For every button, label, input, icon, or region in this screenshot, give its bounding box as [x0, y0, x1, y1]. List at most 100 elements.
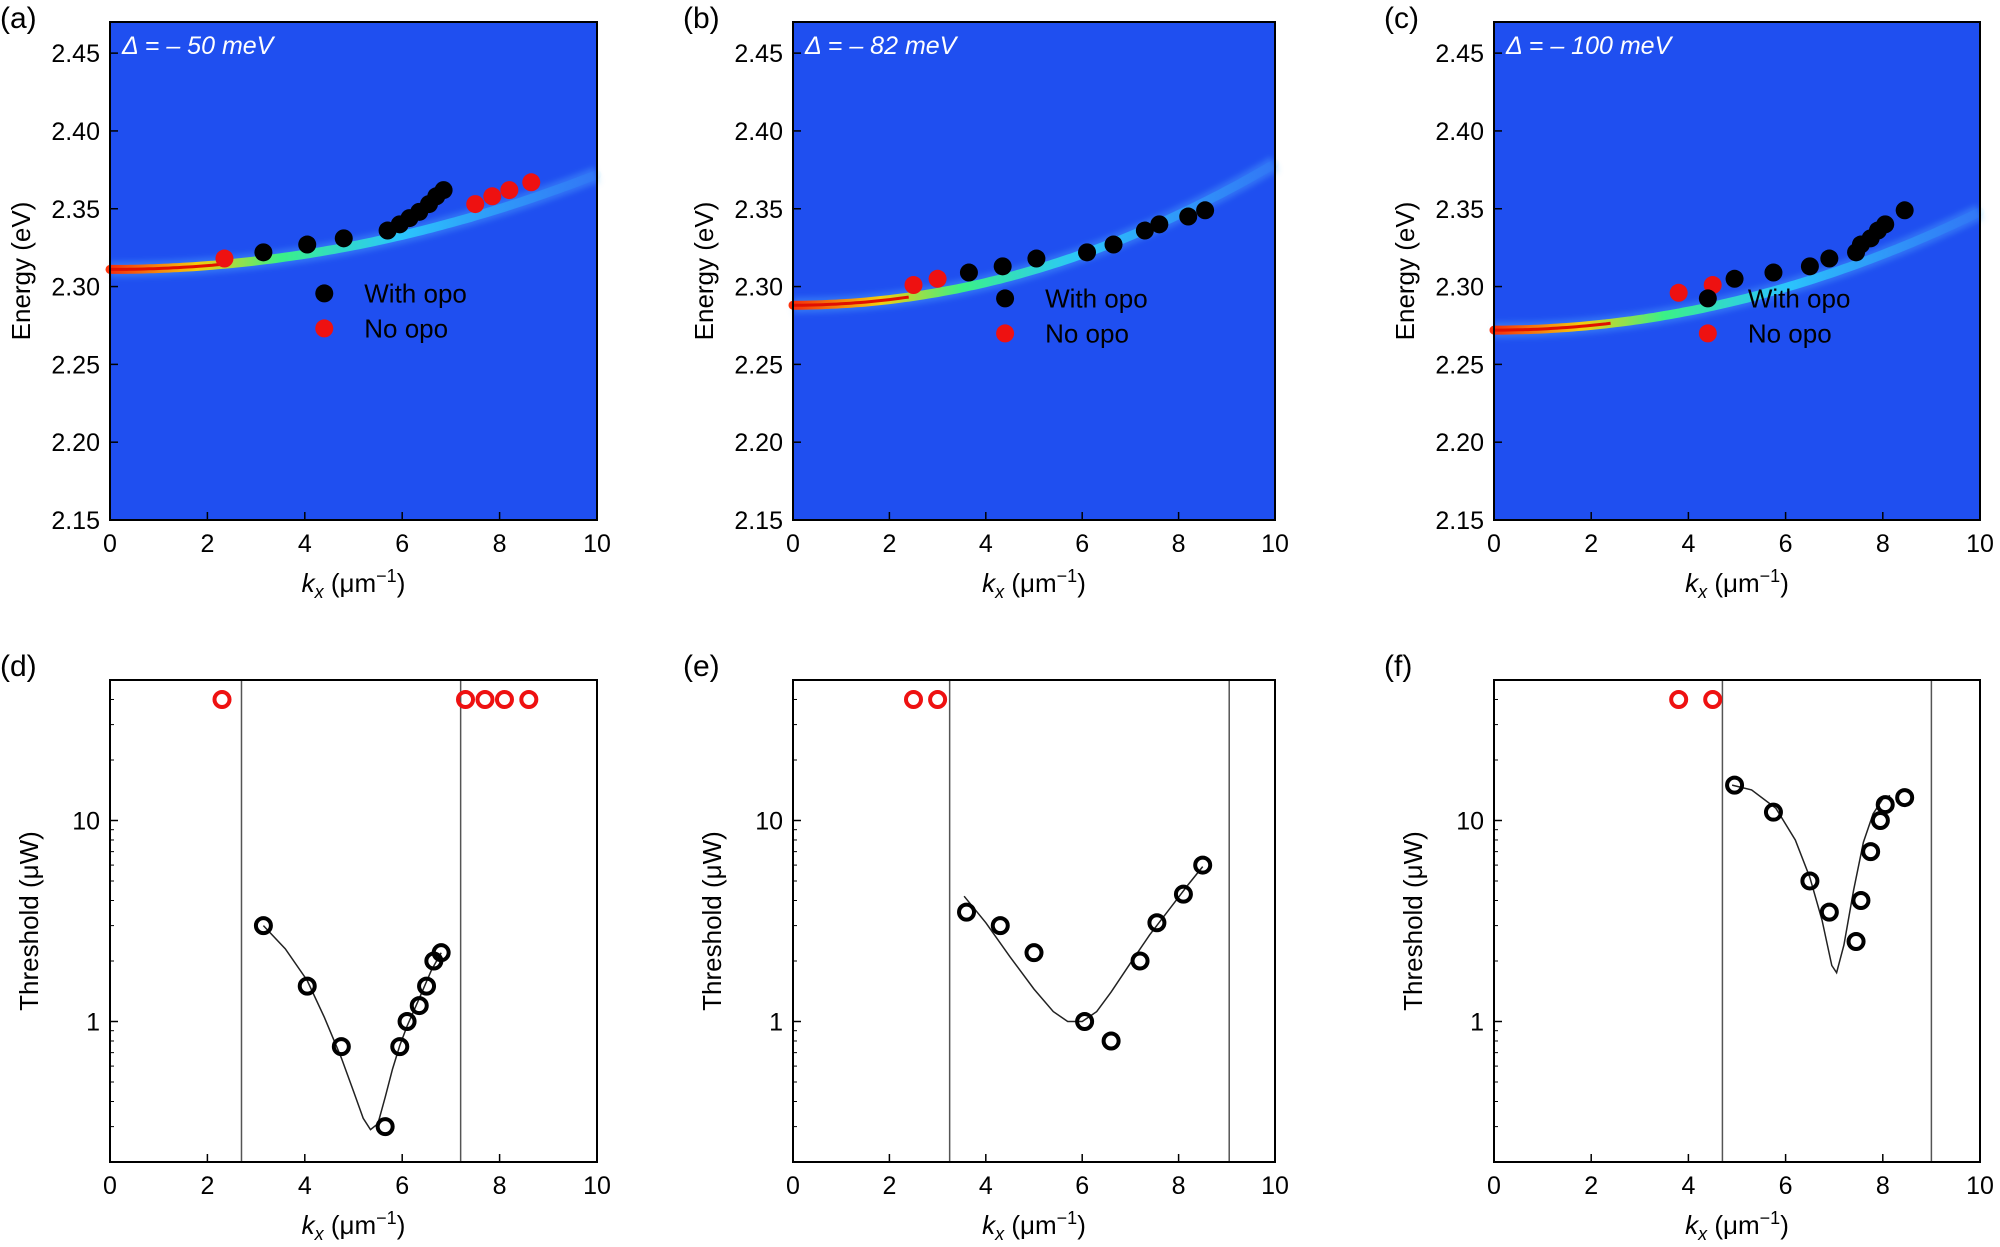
no-opo-point — [1669, 283, 1688, 302]
with-opo-threshold-point — [1130, 951, 1150, 971]
x-tick-label: 8 — [1172, 530, 1186, 558]
with-opo-point — [1104, 235, 1123, 254]
y-tick-label: 2.30 — [1435, 274, 1484, 302]
with-opo-threshold-point — [1819, 902, 1839, 922]
panel-label: (a) — [0, 2, 37, 35]
x-tick-label: 8 — [493, 1172, 507, 1200]
y-tick-label: 2.35 — [1435, 196, 1484, 224]
legend-with-opo-marker — [315, 284, 334, 303]
x-tick-label: 6 — [1779, 530, 1793, 558]
panel-label: (c) — [1384, 2, 1419, 35]
y-tick-label: 2.45 — [734, 40, 783, 68]
with-opo-point — [1725, 269, 1744, 288]
x-tick-label: 4 — [298, 530, 312, 558]
x-tick-label: 8 — [1876, 530, 1890, 558]
plot-frame — [109, 21, 598, 521]
dispersion-core — [1494, 321, 1611, 332]
y-tick-label: 2.20 — [1435, 429, 1484, 457]
y-tick-label: 2.25 — [734, 351, 783, 379]
with-opo-threshold-point — [431, 943, 451, 963]
x-axis-label: kx (μm−1) — [982, 1208, 1086, 1244]
with-opo-point — [1800, 257, 1819, 276]
plot-frame — [1493, 679, 1981, 1163]
y-tick-label: 2.15 — [734, 507, 783, 535]
x-tick-label: 4 — [1681, 530, 1695, 558]
x-tick-label: 10 — [1966, 530, 1994, 558]
with-opo-point — [993, 257, 1012, 276]
legend-no-opo-marker — [1698, 324, 1717, 343]
with-opo-point — [298, 235, 317, 254]
y-tick-label: 2.30 — [51, 274, 100, 302]
y-axis-label: Threshold (μW) — [697, 831, 727, 1011]
legend-with-opo-marker — [1698, 289, 1717, 308]
x-tick-label: 0 — [103, 530, 117, 558]
x-tick-label: 2 — [882, 1172, 896, 1200]
x-axis-label: kx (μm−1) — [1685, 566, 1789, 602]
with-opo-threshold-point — [957, 902, 977, 922]
plot-frame — [792, 21, 1276, 521]
plot-frame — [792, 679, 1276, 1163]
x-tick-label: 0 — [786, 1172, 800, 1200]
panel-label: (b) — [683, 2, 720, 35]
x-axis-label: kx (μm−1) — [1685, 1208, 1789, 1244]
x-tick-label: 2 — [200, 1172, 214, 1200]
with-opo-threshold-point — [1075, 1012, 1095, 1032]
with-opo-threshold-point — [1870, 810, 1890, 830]
x-axis-label: kx (μm−1) — [302, 566, 406, 602]
with-opo-threshold-point — [1173, 884, 1193, 904]
no-opo-point — [928, 269, 947, 288]
no-opo-threshold-point — [212, 689, 232, 709]
with-opo-point — [1876, 215, 1895, 234]
no-opo-threshold-point — [519, 689, 539, 709]
with-opo-threshold-point — [1101, 1031, 1121, 1051]
with-opo-threshold-point — [1861, 842, 1881, 862]
with-opo-point — [434, 181, 453, 200]
no-opo-threshold-point — [494, 689, 514, 709]
x-tick-label: 4 — [1681, 1172, 1695, 1200]
x-tick-label: 10 — [1966, 1172, 1994, 1200]
y-axis-label: Threshold (μW) — [14, 831, 44, 1011]
with-opo-point — [1078, 243, 1097, 262]
y-tick-label: 2.15 — [1435, 507, 1484, 535]
y-tick-label: 2.25 — [1435, 351, 1484, 379]
y-tick-label: 2.15 — [51, 507, 100, 535]
y-tick-label: 10 — [1456, 807, 1484, 835]
dispersion-core — [793, 295, 909, 307]
x-tick-label: 0 — [1487, 530, 1501, 558]
plot-background — [793, 680, 1275, 1162]
no-opo-threshold-point — [928, 689, 948, 709]
legend-no-opo-label: No opo — [1045, 318, 1129, 348]
x-tick-label: 10 — [1261, 530, 1289, 558]
no-opo-point — [483, 187, 502, 206]
no-opo-point — [500, 181, 519, 200]
legend-no-opo-marker — [996, 324, 1015, 343]
no-opo-threshold-point — [475, 689, 495, 709]
x-tick-label: 2 — [1584, 1172, 1598, 1200]
y-axis-label: Energy (eV) — [6, 202, 36, 341]
legend-with-opo-marker — [996, 289, 1015, 308]
y-tick-label: 2.35 — [734, 196, 783, 224]
legend-no-opo-label: No opo — [1748, 318, 1832, 348]
no-opo-threshold-point — [904, 689, 923, 709]
x-tick-label: 0 — [103, 1172, 117, 1200]
panel-label: (d) — [0, 650, 37, 683]
with-opo-threshold-point — [1851, 890, 1871, 910]
plot-frame — [1493, 21, 1981, 521]
with-opo-threshold-point — [1763, 802, 1783, 822]
x-tick-label: 0 — [786, 530, 800, 558]
no-opo-point — [522, 173, 541, 192]
x-tick-label: 6 — [395, 530, 409, 558]
no-opo-point — [215, 249, 234, 268]
with-opo-threshold-point — [1846, 932, 1866, 952]
y-tick-label: 10 — [755, 807, 783, 835]
x-tick-label: 6 — [395, 1172, 409, 1200]
x-tick-label: 10 — [1261, 1172, 1289, 1200]
y-axis-label: Threshold (μW) — [1398, 831, 1428, 1011]
y-tick-label: 2.20 — [51, 429, 100, 457]
with-opo-point — [1135, 221, 1154, 240]
with-opo-threshold-point — [375, 1117, 395, 1137]
legend-no-opo-marker — [315, 319, 334, 338]
x-tick-label: 8 — [493, 530, 507, 558]
with-opo-threshold-point — [1895, 788, 1915, 808]
